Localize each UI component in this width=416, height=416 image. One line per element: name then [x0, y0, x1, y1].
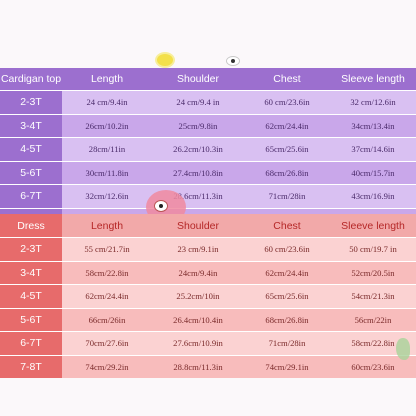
header-length: Length	[90, 73, 124, 85]
size-label: 5-6T	[0, 161, 62, 184]
chest-value: 71cm/28in	[268, 191, 306, 202]
header-size: Cardigan top	[0, 73, 62, 85]
table-row: 6-7T 32cm/12.6in 28.6cm/11.3in 71cm/28in…	[0, 184, 416, 208]
table-row: 4-5T 28cm/11in 26.2cm/10.3in 65cm/25.6in…	[0, 137, 416, 161]
shoulder-value: 24 cm/9.4 in	[176, 97, 220, 108]
chest-value: 68cm/26.8in	[265, 314, 309, 325]
shoulder-value: 23 cm/9.1in	[177, 244, 219, 255]
size-label: 4-5T	[0, 285, 62, 308]
length-value: 74cm/29.2in	[85, 361, 129, 372]
table-row: 4-5T 62cm/24.4in 25.2cm/10in 65cm/25.6in…	[0, 284, 416, 308]
chest-value: 60 cm/23.6in	[264, 97, 310, 108]
table-row: 2-3T 24 cm/9.4in 24 cm/9.4 in 60 cm/23.6…	[0, 90, 416, 114]
table-row: 2-3T 55 cm/21.7in 23 cm/9.1in 60 cm/23.6…	[0, 237, 416, 261]
table-row: 5-6T 66cm/26in 26.4cm/10.4in 68cm/26.8in…	[0, 307, 416, 331]
chest-value: 74cm/29.1in	[265, 361, 309, 372]
shoulder-value: 27.6cm/10.9in	[173, 338, 223, 349]
table-row: 6-7T 70cm/27.6in 27.6cm/10.9in 71cm/28in…	[0, 331, 416, 355]
sleeve-value: 54cm/21.3in	[351, 291, 395, 302]
length-value: 62cm/24.4in	[85, 291, 129, 302]
sleeve-value: 43cm/16.9in	[351, 191, 395, 202]
chest-value: 60 cm/23.6in	[264, 244, 310, 255]
shoulder-value: 25.2cm/10in	[176, 291, 220, 302]
chest-value: 62cm/24.4in	[265, 267, 309, 278]
length-value: 55 cm/21.7in	[84, 244, 130, 255]
shoulder-value: 28.6cm/11.3in	[173, 191, 223, 202]
length-value: 32cm/12.6in	[85, 191, 129, 202]
header-chest: Chest	[273, 219, 301, 232]
length-value: 30cm/11.8in	[85, 167, 129, 178]
length-value: 70cm/27.6in	[85, 338, 129, 349]
header-sleeve-length: Sleeve length	[341, 73, 405, 85]
length-value: 58cm/22.8in	[85, 267, 129, 278]
header-chest: Chest	[273, 73, 301, 85]
header-size: Dress	[0, 214, 62, 237]
size-label: 5-6T	[0, 308, 62, 331]
shoulder-value: 26.2cm/10.3in	[173, 144, 223, 155]
length-value: 24 cm/9.4in	[86, 97, 128, 108]
shoulder-value: 27.4cm/10.8in	[173, 167, 223, 178]
shoulder-value: 24cm/9.4in	[178, 267, 218, 278]
length-value: 28cm/11in	[88, 144, 126, 155]
shoulder-value: 26.4cm/10.4in	[173, 314, 223, 325]
size-label: 3-4T	[0, 261, 62, 284]
header-length: Length	[90, 219, 124, 232]
size-label: 3-4T	[0, 114, 62, 137]
shoulder-value: 28.8cm/11.3in	[173, 361, 223, 372]
chest-value: 62cm/24.4in	[265, 120, 309, 131]
chest-value: 71cm/28in	[268, 338, 306, 349]
dress-size-table: Dress Length Shoulder Chest Sleeve lengt…	[0, 214, 416, 378]
chest-value: 68cm/26.8in	[265, 167, 309, 178]
size-label: 2-3T	[0, 91, 62, 114]
eye-decoration	[154, 200, 168, 212]
chest-value: 65cm/25.6in	[265, 144, 309, 155]
header-shoulder: Shoulder	[176, 219, 220, 232]
chest-value: 65cm/25.6in	[265, 291, 309, 302]
size-label: 2-3T	[0, 238, 62, 261]
sleeve-value: 50 cm/19.7 in	[349, 244, 397, 255]
size-label: 7-8T	[0, 355, 62, 378]
leaf-decoration	[396, 338, 410, 360]
table-row: 5-6T 30cm/11.8in 27.4cm/10.8in 68cm/26.8…	[0, 160, 416, 184]
size-label: 6-7T	[0, 332, 62, 355]
table-header: Cardigan top Length Shoulder Chest Sleev…	[0, 68, 416, 90]
shoulder-value: 25cm/9.8in	[178, 120, 218, 131]
table-header: Dress Length Shoulder Chest Sleeve lengt…	[0, 214, 416, 237]
table-row: 3-4T 26cm/10.2in 25cm/9.8in 62cm/24.4in …	[0, 113, 416, 137]
sleeve-value: 58cm/22.8in	[351, 338, 395, 349]
size-label: 6-7T	[0, 185, 62, 208]
sleeve-value: 52cm/20.5in	[351, 267, 395, 278]
eye-decoration	[226, 56, 240, 66]
sleeve-value: 40cm/15.7in	[351, 167, 395, 178]
sleeve-value: 56cm/22in	[354, 314, 392, 325]
table-row: 3-4T 58cm/22.8in 24cm/9.4in 62cm/24.4in …	[0, 260, 416, 284]
header-sleeve-length: Sleeve length	[341, 219, 405, 232]
sleeve-value: 32 cm/12.6in	[350, 97, 396, 108]
table-row: 7-8T 74cm/29.2in 28.8cm/11.3in 74cm/29.1…	[0, 354, 416, 378]
sleeve-value: 60cm/23.6in	[351, 361, 395, 372]
header-shoulder: Shoulder	[176, 73, 220, 85]
length-value: 66cm/26in	[88, 314, 126, 325]
size-label: 4-5T	[0, 138, 62, 161]
length-value: 26cm/10.2in	[85, 120, 129, 131]
sleeve-value: 34cm/13.4in	[351, 120, 395, 131]
cardigan-size-table: Cardigan top Length Shoulder Chest Sleev…	[0, 68, 416, 231]
star-decoration	[157, 54, 173, 66]
sleeve-value: 37cm/14.6in	[351, 144, 395, 155]
